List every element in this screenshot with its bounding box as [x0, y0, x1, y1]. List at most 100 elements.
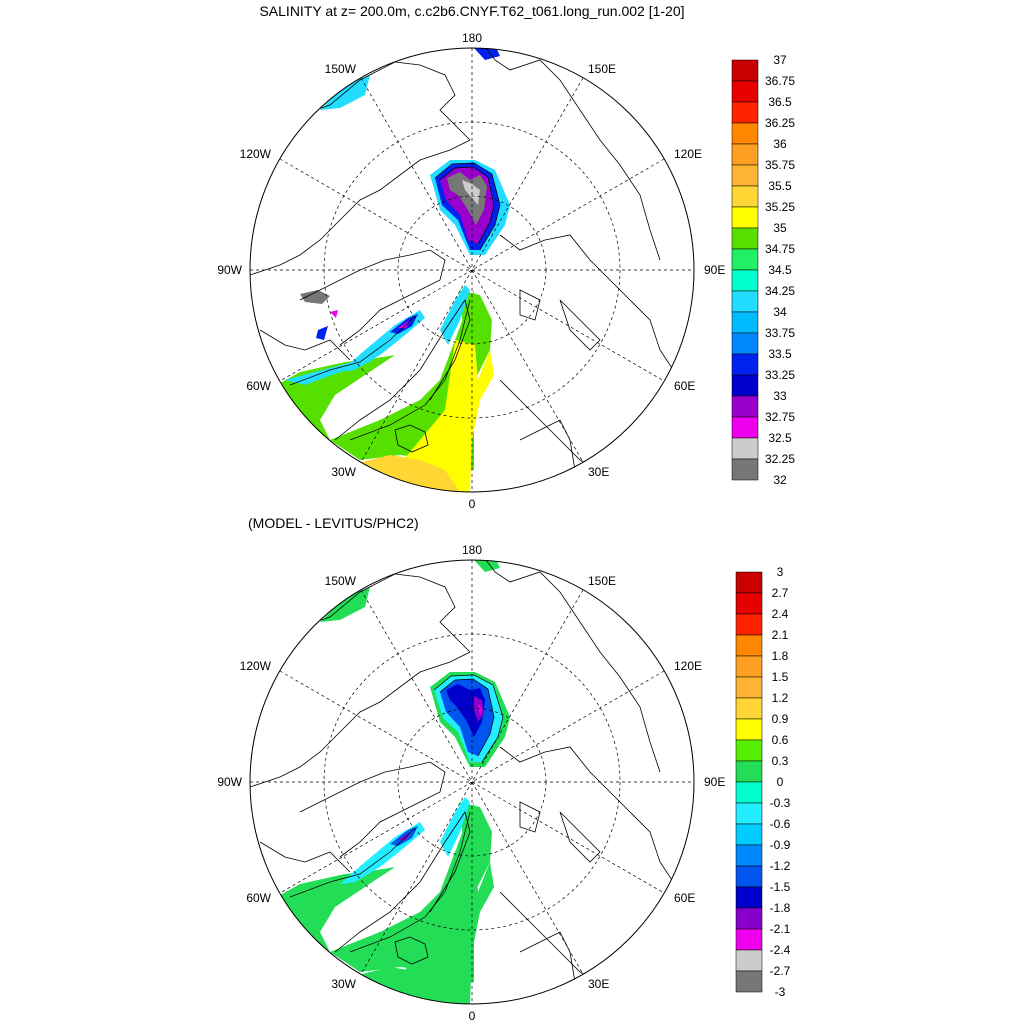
field-plume-lightgray [462, 180, 480, 205]
field-norway-green [395, 852, 494, 1004]
colorbar-label: 36 [773, 137, 787, 151]
lon-label-120e: 120E [674, 659, 702, 673]
map-rim [249, 559, 695, 1005]
panel-salinity: SALINITY at z= 200.0m, c.c2b6.CNYF.T62_t… [217, 3, 795, 511]
colorbar-label: -0.6 [770, 817, 791, 831]
colorbar-swatch [735, 634, 763, 657]
colorbar-swatch [731, 248, 759, 271]
colorbar-swatch [731, 290, 759, 313]
colorbar-difference: 3 2.7 2.4 2.1 1.8 1.5 1.2 0.9 0.6 0.3 0 -0.3 -0.6 -0.… [735, 565, 791, 999]
colorbar-label: -2.1 [770, 922, 791, 936]
colorbar-swatch [735, 970, 763, 993]
colorbar-label: 35 [773, 221, 787, 235]
panel-title: (MODEL - LEVITUS/PHC2) [248, 515, 419, 531]
colorbar-label: 32 [773, 473, 787, 487]
colorbar-swatch [735, 844, 763, 867]
colorbar-swatch [735, 676, 763, 699]
colorbar-swatch [735, 655, 763, 678]
lon-label-top: 180 [462, 543, 482, 557]
lon-label-60e: 60E [674, 891, 695, 905]
colorbar-label: 2.1 [772, 628, 789, 642]
field-plume-magenta [478, 704, 482, 716]
colorbar-label: 1.8 [772, 649, 789, 663]
colorbar-label: 32.25 [765, 452, 795, 466]
colorbar-swatch [731, 59, 759, 82]
lon-label-bottom: 0 [469, 1009, 476, 1023]
longitude-labels: 180 0 90W 90E 150W 150E 120W 120E 60W 60… [217, 543, 725, 1023]
lon-label-30w: 30W [331, 465, 356, 479]
longitude-labels: 180 0 90W 90E 150W 150E 120W 120E 60W 60… [217, 31, 725, 511]
colorbar-label: -1.8 [770, 901, 791, 915]
lon-label-150w: 150W [325, 62, 357, 76]
colorbar-swatch [731, 185, 759, 208]
lon-label-bottom: 0 [469, 497, 476, 511]
colorbar-swatch [735, 928, 763, 951]
colorbar-label: 0.6 [772, 733, 789, 747]
colorbar-swatch [735, 592, 763, 615]
graticule [250, 560, 694, 1004]
lon-label-150w: 150W [325, 574, 357, 588]
colorbar-swatch [735, 949, 763, 972]
colorbar-label: 35.25 [765, 200, 795, 214]
colorbar-label: 32.75 [765, 410, 795, 424]
field-patch-magenta [330, 310, 338, 318]
field-norway-yellow [395, 340, 494, 492]
colorbar-swatch [731, 395, 759, 418]
lon-label-right: 90E [704, 775, 725, 789]
colorbar-label: 33.75 [765, 326, 795, 340]
colorbar-label: 1.5 [772, 670, 789, 684]
field-plume-gray [447, 172, 487, 225]
lon-label-left: 90W [217, 263, 242, 277]
colorbar-label: -3 [775, 985, 786, 999]
colorbar-label: 34.25 [765, 284, 795, 298]
colorbar-swatch [731, 143, 759, 166]
colorbar-label: 0.3 [772, 754, 789, 768]
colorbar-swatch [735, 613, 763, 636]
colorbar-label: 1.2 [772, 691, 789, 705]
map-rim [249, 47, 695, 493]
colorbar-swatch [735, 760, 763, 783]
colorbar-label: -2.4 [770, 943, 791, 957]
colorbar-label: -1.5 [770, 880, 791, 894]
colorbar-swatch [731, 353, 759, 376]
colorbar-swatch [735, 907, 763, 930]
colorbar-swatch [731, 458, 759, 481]
lon-label-top: 180 [462, 31, 482, 45]
field-baffin-magenta [398, 320, 410, 328]
lon-label-120w: 120W [240, 147, 272, 161]
colorbar-label: 2.7 [772, 586, 789, 600]
colorbar-swatch [735, 781, 763, 804]
colorbar-label: 36.25 [765, 116, 795, 130]
colorbar-label: 35.5 [768, 179, 792, 193]
colorbar-swatch [735, 886, 763, 909]
field-bering-blue [474, 48, 500, 60]
colorbar-swatch [735, 865, 763, 888]
colorbar-label: 36.75 [765, 74, 795, 88]
colorbar-swatch [731, 164, 759, 187]
lon-label-30w: 30W [331, 977, 356, 991]
colorbar-label: 36.5 [768, 95, 792, 109]
colorbar-label: 34.75 [765, 242, 795, 256]
colorbar-label: 2.4 [772, 607, 789, 621]
colorbar-swatch [731, 122, 759, 145]
colorbar-swatch [735, 802, 763, 825]
field-patch-blue [316, 326, 328, 340]
polar-map [250, 48, 694, 492]
colorbar-swatch [731, 311, 759, 334]
colorbar-swatch [731, 206, 759, 229]
colorbar-label: -0.9 [770, 838, 791, 852]
lon-label-60e: 60E [674, 379, 695, 393]
colorbar-swatch [731, 80, 759, 103]
colorbar-label: 33.5 [768, 347, 792, 361]
colorbar-swatch [731, 374, 759, 397]
panel-difference: (MODEL - LEVITUS/PHC2) [217, 515, 790, 1023]
colorbar-label: -1.2 [770, 859, 791, 873]
field-bering-green [474, 560, 500, 572]
colorbar-label: 35.75 [765, 158, 795, 172]
colorbar-salinity: 37 36.75 36.5 36.25 36 35.75 35.5 35.25 35 34.75 3… [731, 53, 795, 487]
lon-label-30e: 30E [588, 977, 609, 991]
lon-label-150e: 150E [588, 62, 616, 76]
colorbar-label: 37 [773, 53, 787, 67]
field-labrador-cyan [285, 352, 380, 385]
